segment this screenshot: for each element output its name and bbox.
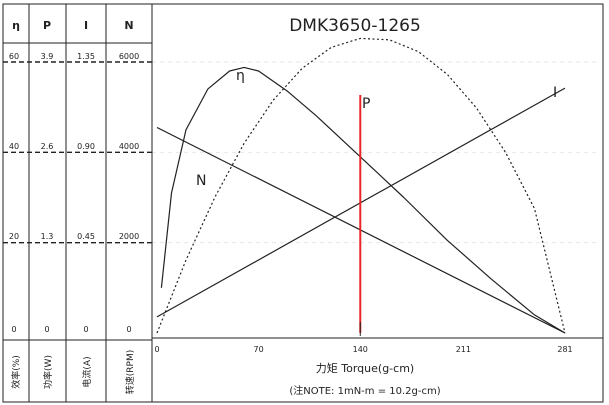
x-tick-label: 140 [353,345,368,354]
eta-column-header: η [12,19,20,32]
eta-tick: 20 [9,232,19,241]
i-tick: 0 [83,325,88,334]
efficiency-curve-label: η [236,68,245,84]
efficiency-axis-label: 效率(%) [10,355,22,389]
current-line-label: I [553,85,557,101]
curves-layer: η P I N [156,37,566,336]
p-column-header: P [43,19,51,32]
power-curve-label: P [362,96,370,112]
speed-axis-label: 转速(RPM) [124,350,136,394]
p-tick: 1.3 [41,232,54,241]
p-tick: 3.9 [41,52,54,61]
n-tick: 4000 [119,142,139,151]
efficiency-curve [160,66,566,334]
unit-note: (注NOTE: 1mN-m = 10.2g-cm) [289,384,440,397]
i-column-header: I [84,19,88,32]
p-tick: 0 [44,325,49,334]
i-tick: 1.35 [77,52,95,61]
x-tick-label: 281 [557,345,572,354]
n-tick: 0 [126,325,131,334]
x-tick-label: 70 [254,345,264,354]
n-tick: 2000 [119,232,139,241]
chart-frame [2,3,604,403]
x-tick-label: 211 [456,345,471,354]
i-tick: 0.90 [77,142,95,151]
eta-tick: 60 [9,52,19,61]
n-column-header: N [124,19,133,32]
row-gridlines [3,61,600,244]
chart-title: DMK3650-1265 [289,16,421,36]
power-axis-label: 功率(W) [42,355,54,389]
x-axis-ticks: 0 70 140 211 281 [154,345,572,354]
i-tick: 0.45 [77,232,95,241]
p-tick: 2.6 [41,142,54,151]
x-tick-label: 0 [154,345,159,354]
speed-line-label: N [196,173,206,189]
eta-tick: 0 [11,325,16,334]
power-curve [156,37,566,334]
current-axis-label: 电流(A) [81,356,93,387]
x-axis-label: 力矩 Torque(g-cm) [316,362,414,375]
eta-tick: 40 [9,142,19,151]
n-tick: 6000 [119,52,139,61]
